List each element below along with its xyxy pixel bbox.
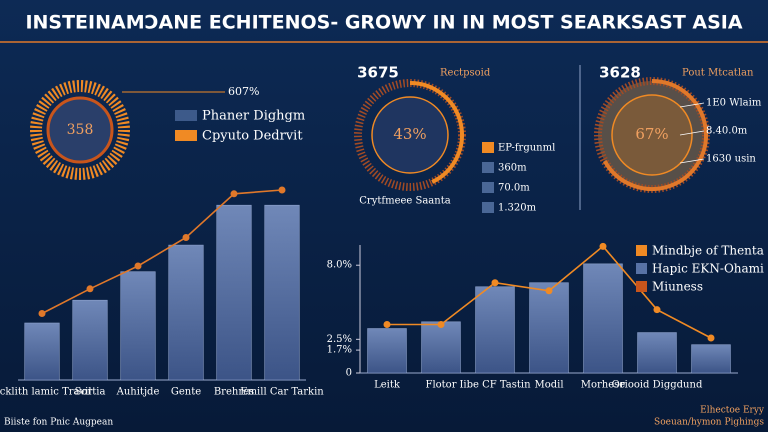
- trend-point: [653, 306, 661, 314]
- footer-right: Soeuan/hymon Pighings: [654, 418, 764, 428]
- gauge-core: [611, 94, 693, 176]
- trend-point: [182, 234, 190, 241]
- callout-line: [679, 102, 705, 108]
- x-tick-label: Iibe CF Tastin: [459, 380, 531, 391]
- bar: [421, 321, 461, 374]
- bar: [637, 332, 677, 374]
- legend-swatch: [636, 281, 647, 292]
- callout-line: [679, 130, 705, 136]
- y-tick-label: 0: [346, 368, 352, 379]
- ring-label: 1630 usin: [706, 154, 756, 165]
- footer-left: Biiste fon Pnic Augpean: [4, 418, 113, 428]
- title: INSTEINAMƆANE ECHITENOS- GROWY IN IN MOS…: [25, 12, 742, 34]
- x-tick-label: Gente: [171, 387, 201, 398]
- trend-point: [437, 320, 445, 328]
- bar: [583, 263, 623, 374]
- trend-point: [491, 279, 499, 287]
- gauge-value: 43%: [393, 125, 426, 143]
- callout-line: [679, 158, 705, 164]
- y-tick-label: 8.0%: [327, 260, 352, 271]
- callout: 607%: [228, 85, 259, 98]
- legend-swatch: [482, 162, 494, 173]
- bar: [691, 344, 731, 374]
- x-tick-label: Ecklith lamic Travil: [0, 387, 92, 398]
- headline: 3628: [599, 64, 641, 82]
- x-tick-label: Auhitjde: [116, 387, 160, 398]
- trend-line: [41, 189, 283, 315]
- headline: 3675: [357, 64, 399, 82]
- x-tick-label: Morhese: [581, 380, 626, 391]
- trend-point: [599, 242, 607, 250]
- legend-label: 360m: [498, 163, 527, 174]
- bar: [120, 271, 156, 381]
- legend-label: Hapic EKN-Ohami: [652, 262, 764, 276]
- trend-point: [38, 310, 46, 317]
- bar: [475, 286, 515, 374]
- legend-label: Mindbje of Thenta: [652, 244, 764, 258]
- ring-center: 358: [67, 122, 94, 138]
- bar: [24, 322, 60, 381]
- x-tick-label: Oriooid Diggdund: [612, 380, 703, 391]
- trend-point: [134, 262, 142, 270]
- y-tick-label: 2.5%: [327, 334, 352, 345]
- x-tick-label: Emill Car Tarkin: [240, 387, 324, 398]
- bar: [529, 282, 569, 374]
- legend-swatch: [636, 245, 647, 256]
- legend-swatch: [175, 110, 197, 121]
- legend-label: Phaner Dighgm: [202, 109, 305, 124]
- bar: [72, 299, 108, 381]
- trend-point: [383, 320, 391, 328]
- legend-swatch: [175, 130, 197, 141]
- bar: [216, 204, 252, 381]
- footer-right: Elhectoe Eryy: [700, 406, 765, 416]
- x-tick-label: Brehres: [214, 387, 254, 398]
- trend-point: [230, 190, 238, 198]
- bar: [168, 244, 204, 381]
- ring-label: 1E0 Wlaim: [706, 98, 762, 109]
- legend-swatch: [482, 142, 494, 153]
- ring-inner: [46, 96, 114, 164]
- tag: Pout Mtcatlan: [682, 68, 754, 79]
- trend-point: [545, 287, 553, 295]
- ring-outer: [30, 80, 130, 180]
- legend-label: 70.0m: [498, 183, 530, 194]
- y-tick-label: 1.7%: [327, 345, 352, 356]
- legend-label: EP-frgunml: [498, 143, 555, 154]
- tag: Rectpsoid: [440, 68, 491, 79]
- x-tick-label: Sortia: [75, 387, 106, 398]
- trend-point: [707, 334, 715, 342]
- x-tick-label: Modil: [534, 380, 563, 391]
- legend-swatch: [636, 263, 647, 274]
- legend-label: Miuness: [652, 280, 703, 294]
- trend-point: [86, 285, 94, 293]
- caption: Crytfmeee Saanta: [359, 196, 450, 207]
- legend-label: Cpyuto Dedrvit: [202, 129, 303, 144]
- x-tick-label: Leitk: [374, 380, 401, 391]
- ring-label: 8.40.0m: [706, 126, 748, 137]
- gauge-value: 67%: [635, 125, 668, 143]
- legend-swatch: [482, 202, 494, 213]
- bar: [367, 328, 407, 374]
- legend-swatch: [482, 182, 494, 193]
- gauge-arc: [602, 79, 708, 191]
- bar: [264, 204, 300, 381]
- x-tick-label: Flotor: [426, 380, 457, 391]
- trend-point: [278, 186, 286, 194]
- gauge-arc: [409, 81, 464, 184]
- legend-label: 1.320m: [498, 203, 537, 214]
- gauge-core: [371, 96, 449, 174]
